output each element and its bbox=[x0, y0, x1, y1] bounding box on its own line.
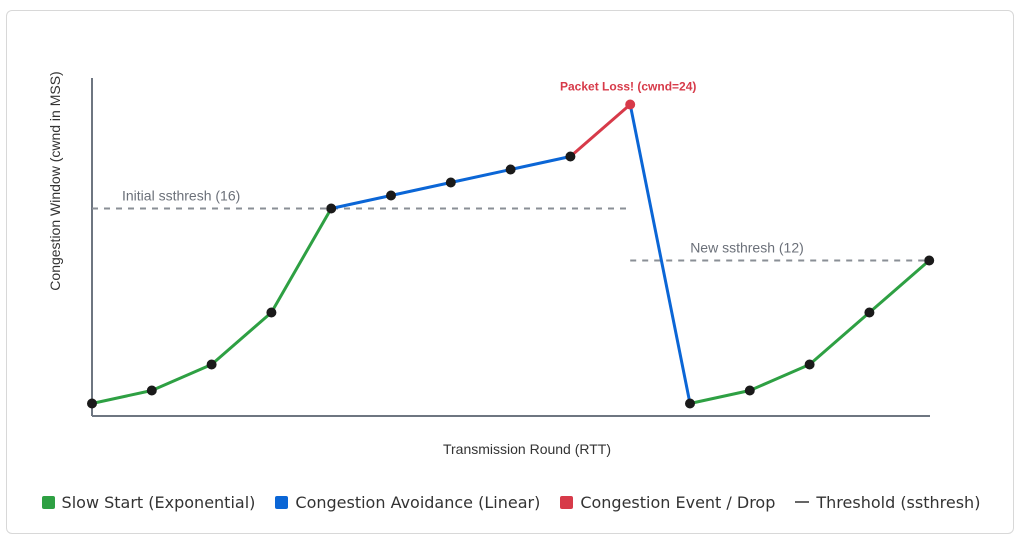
data-point-0 bbox=[87, 398, 97, 409]
data-point-7 bbox=[505, 164, 516, 175]
chart-legend: Slow Start (Exponential) Congestion Avoi… bbox=[0, 489, 1022, 515]
legend-label-threshold: Threshold (ssthresh) bbox=[816, 492, 981, 512]
line-segment-13 bbox=[808, 311, 871, 366]
legend-label-slow-start: Slow Start (Exponential) bbox=[61, 492, 256, 512]
legend-label-congestion-avoidance: Congestion Avoidance (Linear) bbox=[295, 492, 541, 512]
line-segment-1 bbox=[90, 389, 154, 405]
threshold-label-1: New ssthresh (12) bbox=[690, 240, 804, 256]
data-point-3 bbox=[266, 307, 277, 318]
data-point-14 bbox=[924, 255, 935, 266]
line-segment-6 bbox=[389, 181, 453, 197]
legend-swatch-congestion-event bbox=[560, 495, 574, 509]
line-segment-11 bbox=[688, 389, 752, 405]
data-point-13 bbox=[864, 307, 875, 318]
legend-item-slow-start: Slow Start (Exponential) bbox=[41, 492, 256, 512]
data-point-10 bbox=[685, 398, 695, 409]
data-point-9 bbox=[625, 99, 636, 110]
legend-item-congestion-avoidance: Congestion Avoidance (Linear) bbox=[275, 493, 540, 512]
line-segment-12 bbox=[748, 363, 812, 392]
data-point-4 bbox=[326, 203, 337, 214]
line-segment-8 bbox=[509, 155, 572, 171]
x-axis-label: Transmission Round (RTT) bbox=[443, 441, 611, 457]
legend-swatch-threshold bbox=[795, 501, 810, 503]
legend-label-congestion-event: Congestion Event / Drop bbox=[580, 492, 776, 512]
line-segment-5 bbox=[329, 194, 393, 210]
line-segment-4 bbox=[269, 207, 333, 314]
data-point-12 bbox=[804, 359, 815, 370]
data-point-1 bbox=[146, 385, 157, 396]
line-segment-2 bbox=[150, 363, 214, 392]
legend-item-congestion-event: Congestion Event / Drop bbox=[560, 493, 775, 512]
threshold-label-0: Initial ssthresh (16) bbox=[122, 188, 240, 204]
line-segment-9 bbox=[568, 103, 632, 158]
packet-loss-annotation: Packet Loss! (cwnd=24) bbox=[560, 80, 696, 94]
legend-swatch-slow-start bbox=[41, 495, 55, 509]
data-point-6 bbox=[445, 177, 456, 188]
line-segment-3 bbox=[210, 311, 273, 366]
data-point-5 bbox=[386, 190, 396, 201]
data-point-2 bbox=[206, 359, 217, 370]
line-segment-10 bbox=[628, 103, 692, 405]
data-point-11 bbox=[744, 385, 755, 396]
line-segment-14 bbox=[867, 259, 931, 314]
data-point-8 bbox=[565, 151, 576, 162]
legend-item-threshold: Threshold (ssthresh) bbox=[795, 493, 980, 512]
chart-card bbox=[6, 10, 1014, 534]
y-axis-label: Congestion Window (cwnd in MSS) bbox=[47, 71, 63, 290]
legend-swatch-congestion-avoidance bbox=[275, 495, 289, 509]
line-segment-7 bbox=[449, 168, 513, 184]
